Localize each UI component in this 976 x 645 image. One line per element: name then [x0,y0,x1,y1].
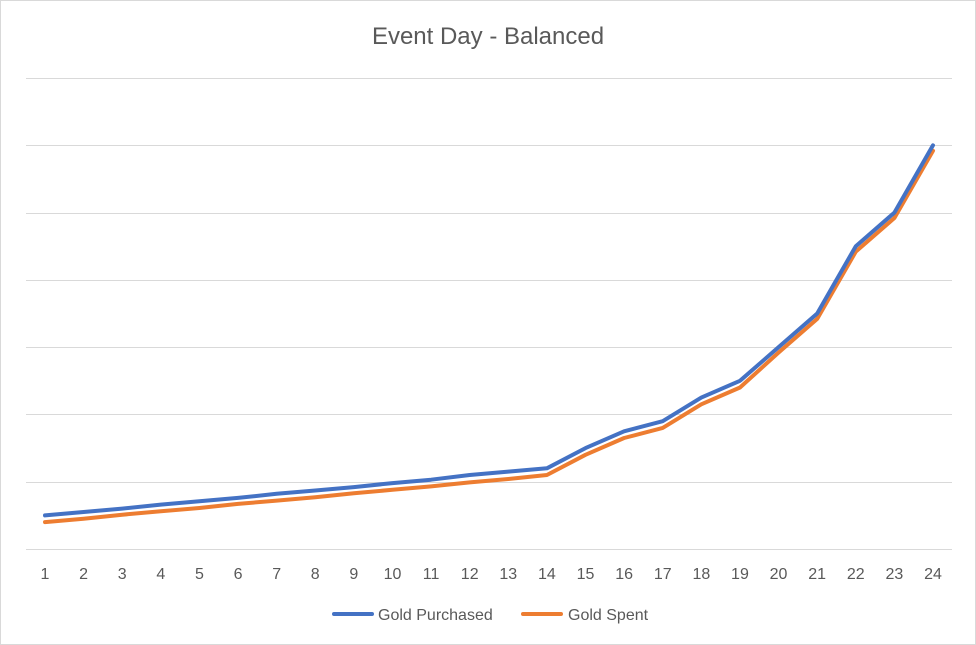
x-tick-label: 6 [234,566,243,583]
x-tick-label: 15 [577,566,595,583]
legend-label: Gold Spent [568,607,649,624]
x-tick-label: 20 [770,566,788,583]
x-tick-label: 17 [654,566,672,583]
series-line-gold-spent [43,148,935,525]
legend-item: Gold Purchased [332,607,493,624]
legend-label: Gold Purchased [378,607,493,624]
x-tick-label: 21 [808,566,826,583]
x-tick-label: 18 [692,566,710,583]
chart-title: Event Day - Balanced [372,23,604,50]
x-tick-label: 19 [731,566,749,583]
x-tick-label: 10 [384,566,402,583]
x-tick-label: 1 [41,566,50,583]
x-axis-tick-labels: 1 2 3 4 5 6 7 8 9 10 11 12 13 14 15 16 17 18 19 20 21 22 23 24 [41,566,942,583]
series-line-gold-purchased [43,143,935,518]
x-tick-label: 5 [195,566,204,583]
x-tick-label: 4 [156,566,165,583]
x-tick-label: 3 [118,566,127,583]
x-tick-label: 13 [499,566,517,583]
series-lines [43,143,935,525]
x-tick-label: 8 [311,566,320,583]
x-tick-label: 7 [272,566,281,583]
x-tick-label: 16 [615,566,633,583]
x-tick-label: 12 [461,566,479,583]
x-tick-label: 11 [423,566,440,583]
x-tick-label: 2 [79,566,88,583]
x-tick-label: 14 [538,566,556,583]
x-tick-label: 23 [885,566,903,583]
x-tick-label: 24 [924,566,942,583]
x-tick-label: 22 [847,566,865,583]
gridlines [26,78,952,550]
legend-item: Gold Spent [521,607,649,624]
x-tick-label: 9 [349,566,358,583]
legend: Gold Purchased Gold Spent [332,607,649,624]
